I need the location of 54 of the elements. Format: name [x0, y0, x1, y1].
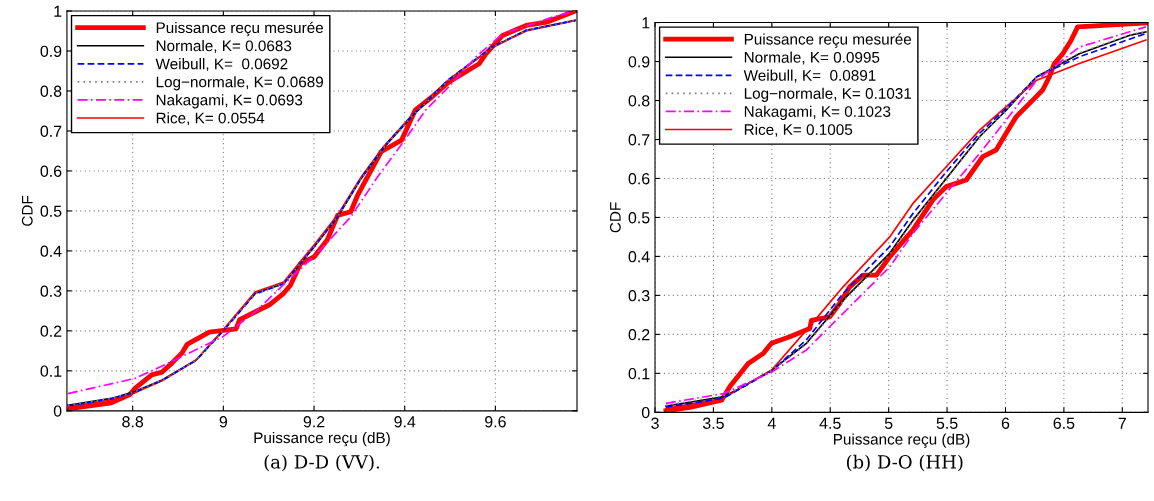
y-tick-label: 0.5	[40, 205, 62, 217]
x-tick-label: 5.5	[936, 417, 958, 429]
legend-label: Log−normale, K= 0.1031	[744, 87, 912, 102]
y-tick-label: 0.7	[40, 125, 62, 137]
legend-label: Weibull, K= 0.0692	[155, 58, 288, 72]
legend-label: Rice, K= 0.1005	[744, 123, 853, 137]
y-axis-title: CDF	[21, 195, 33, 226]
y-tick-label: 0.4	[40, 245, 62, 257]
y-tick-label: 0.8	[628, 95, 650, 107]
x-axis-title: Puissance reçu (dB)	[254, 431, 390, 447]
y-tick-label: 0	[641, 406, 650, 419]
legend-label: Rice, K= 0.0554	[156, 112, 265, 126]
legend-label: Puissance reçu mesurée	[156, 21, 323, 37]
legend-label: Normale, K= 0.0683	[156, 40, 292, 54]
legend-label: Puissance reçu mesurée	[744, 33, 912, 48]
x-tick-label: 6	[1001, 417, 1010, 429]
legend-label: Log−normale, K= 0.0689	[156, 76, 323, 91]
legend-label: Nakagami, K= 0.0693	[156, 94, 303, 109]
text: (a) D-D (VV).	[264, 454, 380, 472]
x-axis-title: Puissance reçu (dB)	[833, 433, 970, 448]
x-tick-label: 9.2	[303, 416, 325, 428]
x-tick-label: 3.5	[702, 417, 724, 429]
y-tick-label: 0.4	[628, 251, 650, 263]
x-tick-label: 6.5	[1053, 417, 1075, 429]
y-tick-label: 0.8	[40, 85, 62, 97]
y-tick-label: 0.7	[628, 134, 650, 146]
legend-label: Nakagami, K= 0.1023	[744, 105, 891, 120]
y-tick-label: 1	[642, 17, 650, 29]
y-tick-label: 0.1	[40, 365, 62, 377]
y-tick-label: 0.2	[40, 325, 62, 337]
x-tick-label: 3	[651, 417, 659, 429]
y-tick-label: 0.5	[628, 212, 650, 224]
x-tick-label: 4	[767, 417, 776, 429]
y-tick-label: 0.6	[40, 165, 62, 177]
y-tick-label: 1	[54, 5, 62, 17]
x-tick-label: 8.8	[122, 416, 144, 428]
x-tick-label: 9	[219, 416, 228, 428]
y-tick-label: 0.9	[40, 45, 62, 57]
legend-label: Weibull, K= 0.0891	[743, 69, 876, 83]
y-tick-label: 0.3	[628, 290, 650, 302]
y-tick-label: 0.2	[628, 329, 650, 341]
x-tick-label: 4.5	[819, 417, 841, 429]
legend-label: Normale, K= 0.0995	[744, 51, 880, 65]
y-tick-label: 0.1	[628, 367, 650, 380]
text: (b) D-O (HH)	[846, 454, 963, 472]
x-tick-label: 9.6	[485, 416, 506, 428]
y-tick-label: 0.6	[628, 173, 650, 185]
x-tick-label: 7	[1118, 417, 1126, 429]
y-tick-label: 0	[53, 405, 62, 417]
y-axis-title: CDF	[609, 202, 621, 233]
x-tick-label: 5	[884, 417, 893, 429]
y-tick-label: 0.9	[628, 56, 650, 68]
x-tick-label: 9.4	[394, 416, 416, 428]
y-tick-label: 0.3	[40, 285, 62, 297]
